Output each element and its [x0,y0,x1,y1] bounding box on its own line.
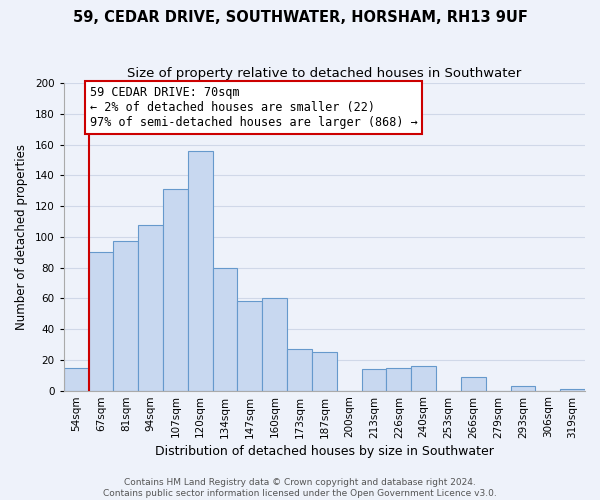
Bar [64,368,89,390]
Bar [212,268,238,390]
Bar [362,369,386,390]
Bar [560,389,585,390]
Bar [89,252,113,390]
Text: 59 CEDAR DRIVE: 70sqm
← 2% of detached houses are smaller (22)
97% of semi-detac: 59 CEDAR DRIVE: 70sqm ← 2% of detached h… [90,86,418,129]
X-axis label: Distribution of detached houses by size in Southwater: Distribution of detached houses by size … [155,444,494,458]
Bar [238,302,262,390]
Bar [287,349,312,391]
Bar [511,386,535,390]
Bar [188,150,212,390]
Bar [163,189,188,390]
Bar [138,224,163,390]
Y-axis label: Number of detached properties: Number of detached properties [15,144,28,330]
Bar [386,368,411,390]
Text: Contains HM Land Registry data © Crown copyright and database right 2024.
Contai: Contains HM Land Registry data © Crown c… [103,478,497,498]
Text: 59, CEDAR DRIVE, SOUTHWATER, HORSHAM, RH13 9UF: 59, CEDAR DRIVE, SOUTHWATER, HORSHAM, RH… [73,10,527,25]
Bar [312,352,337,391]
Bar [113,242,138,390]
Bar [262,298,287,390]
Bar [411,366,436,390]
Bar [461,376,486,390]
Title: Size of property relative to detached houses in Southwater: Size of property relative to detached ho… [127,68,521,80]
